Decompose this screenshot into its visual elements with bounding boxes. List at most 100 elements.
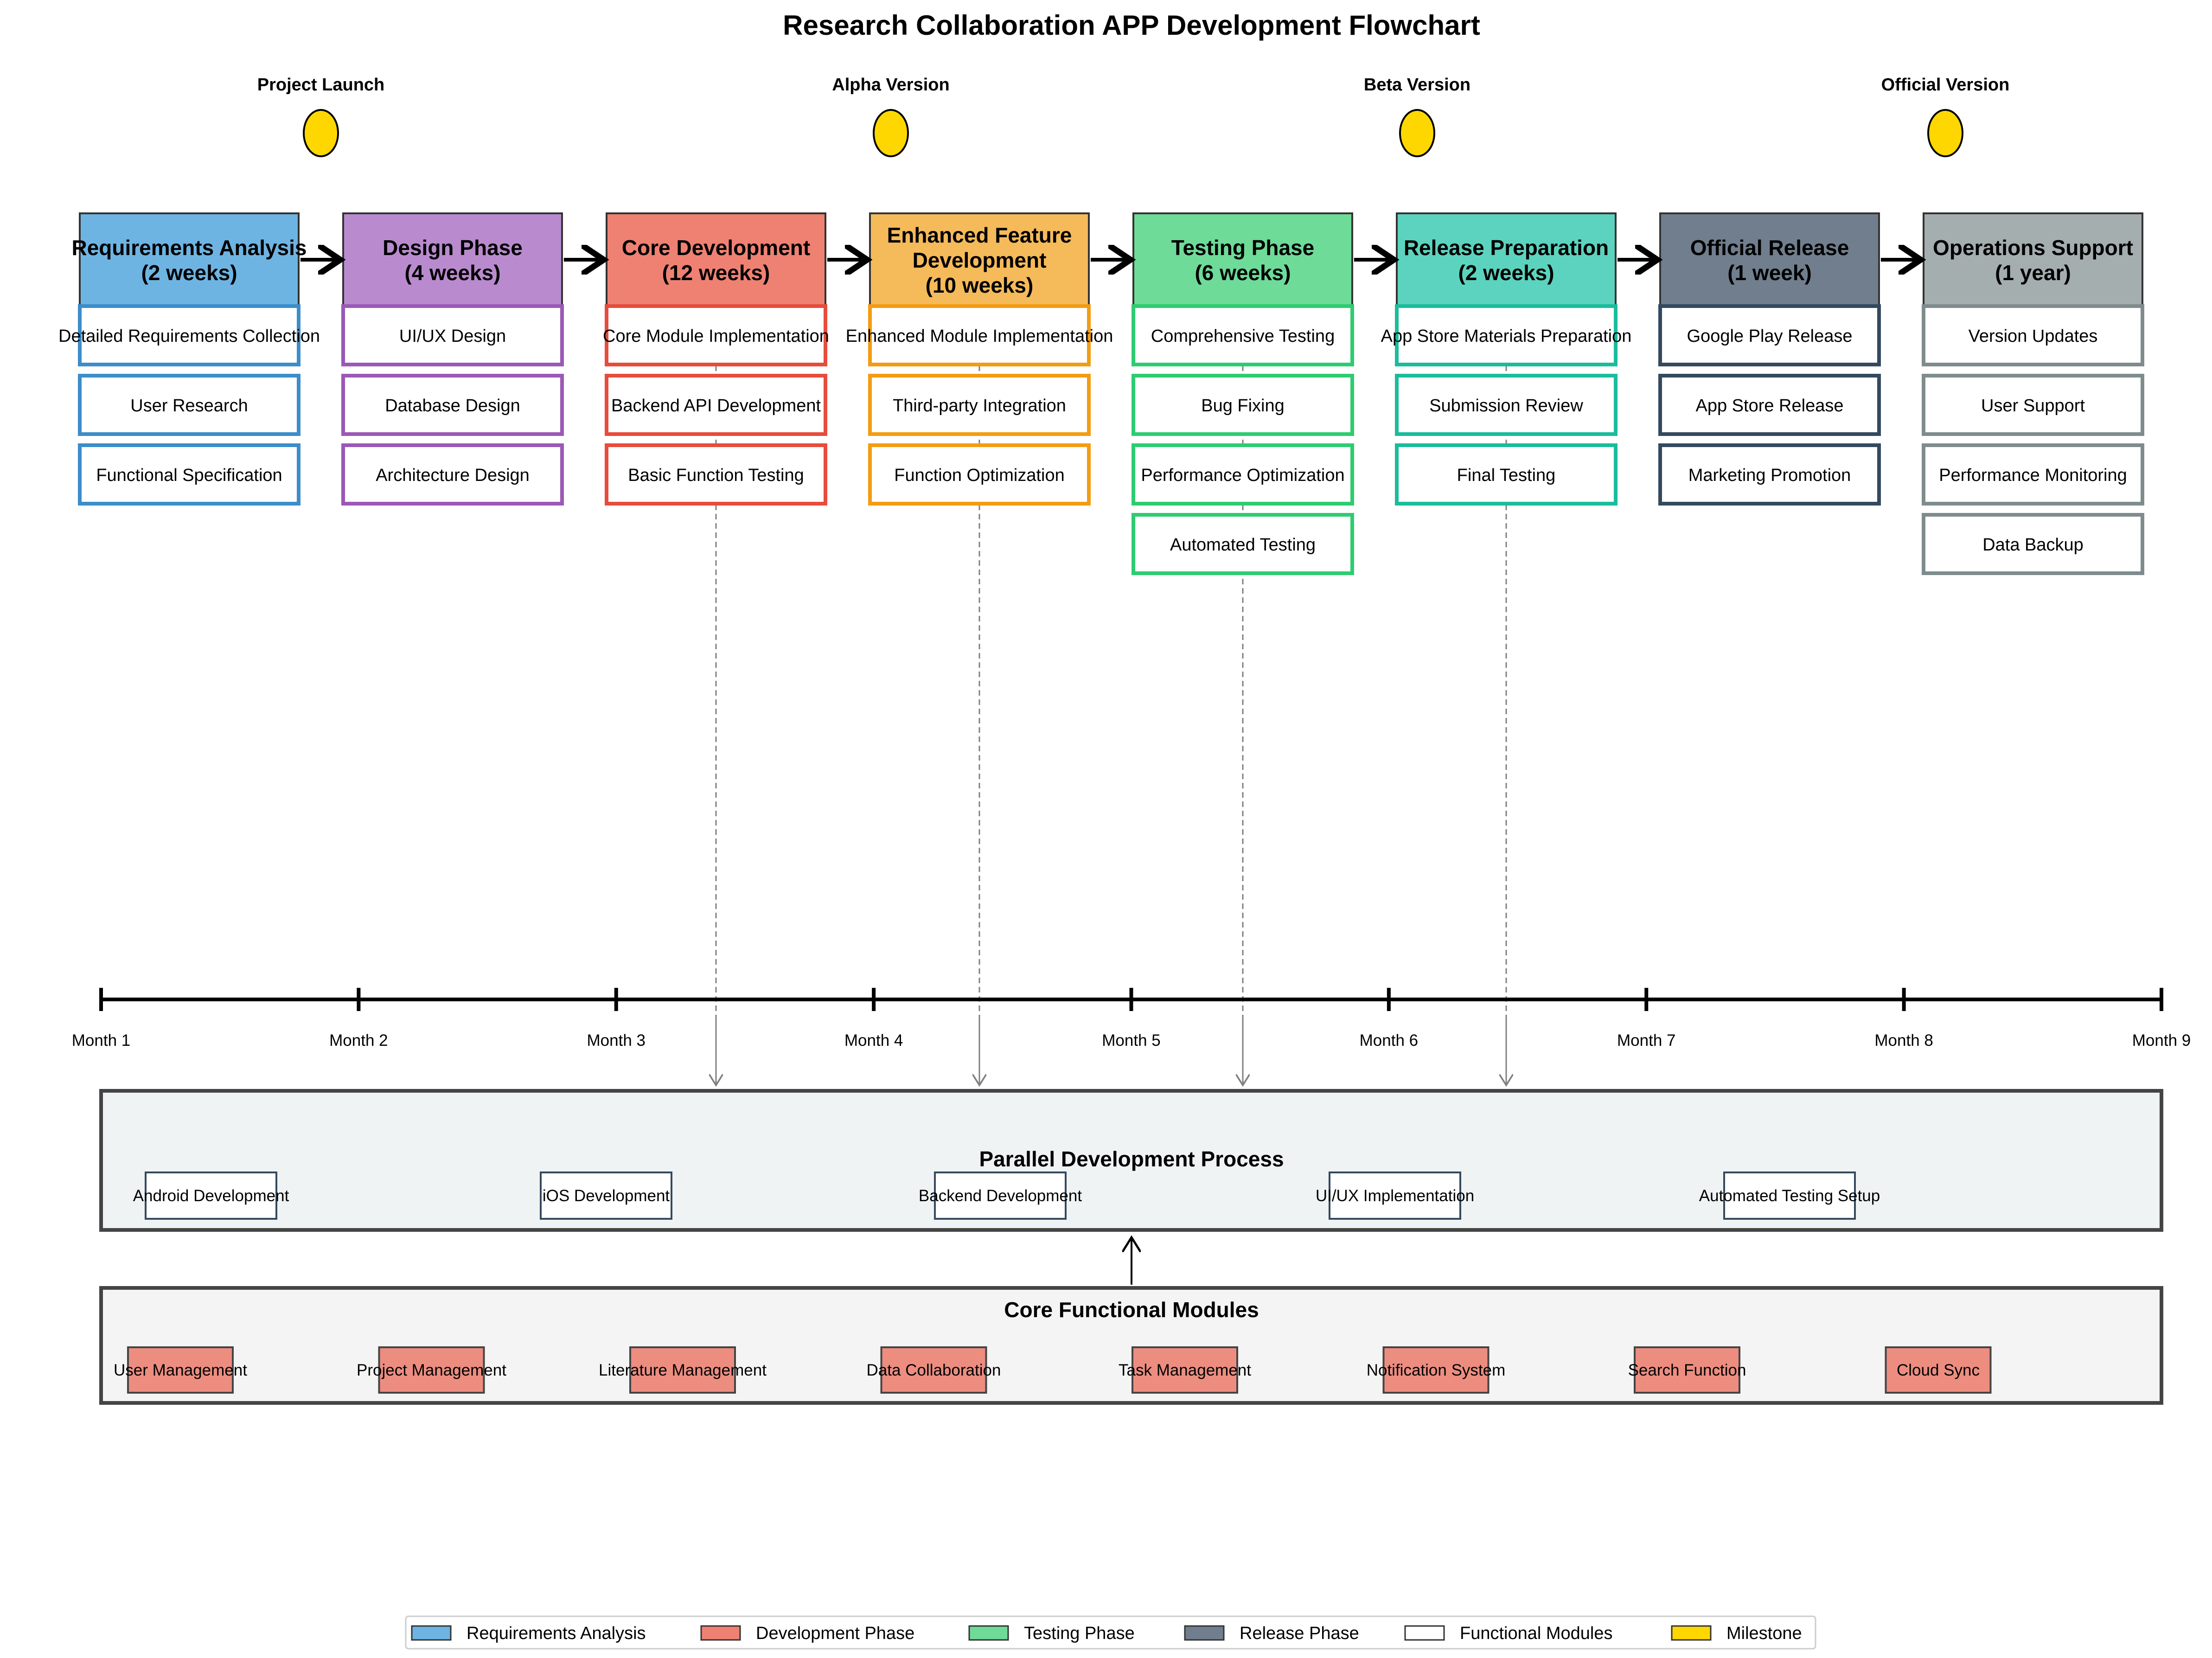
task-box: User Support (1922, 374, 2144, 436)
phase-title: (2 weeks) (141, 261, 237, 285)
task-box: Version Updates (1922, 304, 2144, 366)
legend-item: Development Phase (700, 1624, 914, 1643)
phase-title: (2 weeks) (1458, 261, 1554, 285)
timeline-label: Month 3 (587, 1031, 646, 1050)
task-box: App Store Materials Preparation (1381, 304, 1631, 366)
timeline-label: Month 6 (1360, 1031, 1418, 1050)
phase-title: Operations Support (1933, 236, 2133, 260)
parallel-item-label: Android Development (133, 1187, 289, 1205)
task-label: Version Updates (1969, 326, 2098, 346)
core-modules-title: Core Functional Modules (1004, 1298, 1259, 1322)
parallel-item-label: Automated Testing Setup (1699, 1187, 1880, 1205)
phase-title: Development (913, 248, 1047, 272)
milestone-4: Official Version (1881, 75, 2010, 157)
phase-title: (10 weeks) (926, 273, 1034, 297)
milestone-marker (303, 109, 339, 157)
core-module: Cloud Sync (1885, 1346, 1992, 1394)
page-title: Research Collaboration APP Development F… (783, 10, 1480, 41)
phase-title: Enhanced Feature (887, 223, 1072, 247)
legend-item: Functional Modules (1404, 1624, 1613, 1643)
phase-title: Testing Phase (1171, 236, 1314, 260)
phase-title: Core Development (622, 236, 810, 260)
core-module: Data Collaboration (867, 1346, 1001, 1394)
timeline: Month 1 Month 2 Month 3 Month 4 Month 5 Month… (72, 988, 2191, 1050)
task-label: UI/UX Design (399, 326, 506, 346)
phase-box (342, 212, 563, 307)
task-box: Automated Testing (1132, 513, 1354, 575)
phase-title: (1 year) (1995, 261, 2071, 285)
task-label: User Support (1981, 396, 2085, 416)
milestone-label: Beta Version (1364, 75, 1470, 95)
legend-swatch (1184, 1625, 1225, 1641)
task-label: Backend API Development (611, 396, 821, 416)
task-box: Architecture Design (341, 443, 564, 506)
task-label: Database Design (385, 396, 520, 416)
task-box: User Research (78, 374, 300, 436)
core-module-label: Cloud Sync (1897, 1361, 1980, 1379)
timeline-label: Month 1 (72, 1031, 130, 1050)
legend: Requirements Analysis Development Phase Te… (405, 1615, 1816, 1650)
task-box: Enhanced Module Implementation (846, 304, 1113, 366)
task-box: Function Optimization (868, 443, 1091, 506)
legend-swatch (968, 1625, 1009, 1641)
task-label: Performance Optimization (1141, 466, 1344, 485)
task-box: Comprehensive Testing (1132, 304, 1354, 366)
task-label: Comprehensive Testing (1151, 326, 1335, 346)
phase-2: Design Phase(4 weeks) UI/UX Design Databas… (341, 212, 564, 506)
task-box: Core Module Implementation (603, 304, 829, 366)
task-label: Function Optimization (894, 466, 1065, 485)
phase-5: Testing Phase(6 weeks) Comprehensive Test… (1132, 212, 1354, 575)
task-label: Automated Testing (1170, 535, 1316, 555)
phase-7: Official Release(1 week) Google Play Rele… (1658, 212, 1881, 506)
task-box: Detailed Requirements Collection (58, 304, 320, 366)
phase-title: (12 weeks) (662, 261, 770, 285)
core-module-label: Literature Management (599, 1361, 767, 1379)
milestone-3: Beta Version (1364, 75, 1470, 157)
phase-6: Release Preparation(2 weeks) App Store Ma… (1381, 212, 1631, 506)
core-module-label: Project Management (357, 1361, 506, 1379)
parallel-development-title: Parallel Development Process (979, 1147, 1284, 1171)
phase-1: Requirements Analysis(2 weeks) Detailed R… (58, 212, 320, 506)
core-module: User Management (114, 1346, 247, 1394)
phase-box (869, 212, 1090, 307)
core-module-label: Data Collaboration (867, 1361, 1001, 1379)
phase-box (79, 212, 300, 307)
parallel-item: Android Development (133, 1171, 289, 1220)
phase-box (1396, 212, 1617, 307)
task-label: App Store Release (1696, 396, 1844, 416)
phase-title: Official Release (1690, 236, 1849, 260)
task-label: User Research (130, 396, 248, 416)
core-module: Task Management (1119, 1346, 1251, 1394)
milestone-marker (1927, 109, 1963, 157)
legend-label: Testing Phase (1024, 1624, 1135, 1643)
milestone-label: Official Version (1881, 75, 2010, 95)
task-box: Submission Review (1395, 374, 1617, 436)
core-module-label: Task Management (1119, 1361, 1251, 1379)
parallel-item: iOS Development (540, 1171, 672, 1220)
legend-swatch (700, 1625, 741, 1641)
phase-title: (6 weeks) (1195, 261, 1291, 285)
task-label: Core Module Implementation (603, 326, 829, 346)
task-box: Backend API Development (605, 374, 827, 436)
milestone-marker (1399, 109, 1435, 157)
core-module-label: User Management (114, 1361, 247, 1379)
phase-title: (4 weeks) (404, 261, 500, 285)
task-box: Third-party Integration (868, 374, 1091, 436)
legend-label: Functional Modules (1460, 1624, 1613, 1643)
milestone-marker (873, 109, 909, 157)
milestone-label: Project Launch (257, 75, 385, 95)
task-box: UI/UX Design (341, 304, 564, 366)
task-label: Data Backup (1982, 535, 2084, 555)
timeline-label: Month 8 (1874, 1031, 1933, 1050)
legend-label: Requirements Analysis (467, 1624, 646, 1643)
milestone-2: Alpha Version (832, 75, 950, 157)
legend-swatch (1671, 1625, 1712, 1641)
task-box: Performance Monitoring (1922, 443, 2144, 506)
task-box: Google Play Release (1658, 304, 1881, 366)
legend-item: Testing Phase (968, 1624, 1135, 1643)
phase-title: Requirements Analysis (71, 236, 307, 260)
task-box: Bug Fixing (1132, 374, 1354, 436)
parallel-item: Backend Development (919, 1171, 1082, 1220)
timeline-label: Month 7 (1617, 1031, 1675, 1050)
